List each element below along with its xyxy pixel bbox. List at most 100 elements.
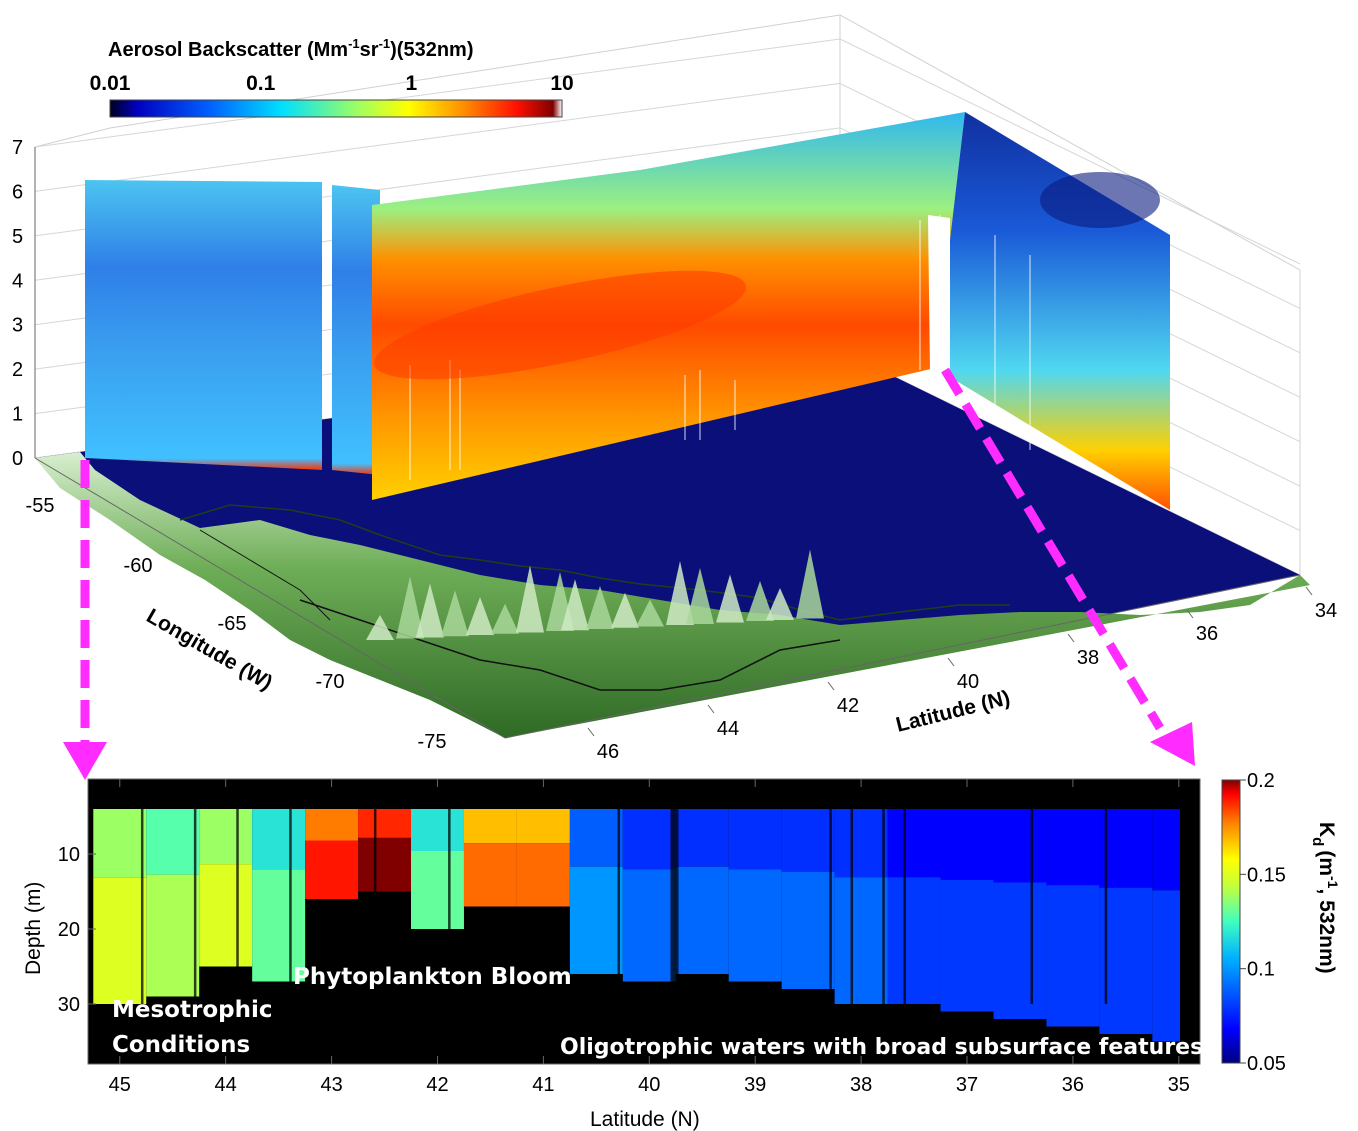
kd-cell (1046, 809, 1100, 886)
kd-cell (887, 809, 941, 878)
kd-cell (358, 837, 412, 892)
kd-cell (305, 840, 359, 899)
kd-cell (358, 809, 412, 838)
mesotrophic-label-line2: Conditions (112, 1032, 250, 1058)
kd-cell (887, 877, 941, 1004)
terrain-peak (611, 592, 639, 628)
longitude-tick-label: -65 (218, 613, 247, 635)
kd-cell (622, 869, 676, 982)
kd-cell (1099, 809, 1153, 888)
longitude-axis-label: Longitude (W) (143, 604, 277, 694)
latitude-3d-tick (1186, 609, 1194, 619)
terrain-peak (586, 586, 614, 629)
kd-cell (1152, 890, 1180, 1042)
kd-gap (882, 809, 885, 1004)
latitude-3d-tick-label: 44 (717, 718, 739, 740)
latitude-3d-tick (1067, 633, 1075, 643)
depth-tick-label: 30 (58, 994, 80, 1016)
kd-gap (850, 809, 854, 1004)
latitude-tick-label: 40 (638, 1074, 660, 1096)
backscatter-colorbar-gradient (109, 99, 563, 118)
kd-cell (675, 809, 729, 867)
kd-gap (903, 809, 906, 1004)
kd-cell (834, 877, 888, 1004)
latitude-3d-tick-label: 42 (837, 695, 859, 717)
latitude-tick-label: 37 (956, 1074, 978, 1096)
z-tick-label: 7 (12, 137, 23, 159)
kd-cell (252, 869, 306, 982)
kd-gap (448, 809, 451, 1004)
kd-cell (199, 864, 253, 967)
kd-cell (569, 866, 623, 974)
curtain-gap-pillar (332, 185, 380, 475)
terrain-peak (746, 581, 774, 621)
kd-cell (463, 809, 517, 844)
latitude-3d-tick-label: 40 (957, 671, 979, 693)
kd-cell (411, 851, 464, 929)
latitude-3d-tick (947, 657, 955, 667)
bloom-label: Phytoplankton Bloom (293, 964, 572, 990)
kd-cell (146, 874, 200, 997)
curtain-left (85, 180, 322, 470)
z-tick-label: 5 (12, 226, 23, 248)
z-gridline (34, 38, 841, 148)
depth-tick-label: 20 (58, 919, 80, 941)
terrain-peak (491, 603, 519, 634)
kd-cell (834, 809, 888, 878)
latitude-axis-3d-label: Latitude (N) (894, 686, 1013, 737)
kd-gap (373, 809, 377, 1004)
kd-cell (93, 809, 147, 878)
latitude-3d-tick (1305, 586, 1313, 596)
latitude-tick-label: 35 (1168, 1074, 1190, 1096)
depth-tick-label: 10 (58, 844, 80, 866)
terrain-peak (396, 576, 424, 639)
kd-cell (93, 877, 147, 1004)
latitude-tick-label: 44 (215, 1074, 237, 1096)
z-tick-label: 2 (12, 359, 23, 381)
latitude-tick-label: 45 (109, 1074, 131, 1096)
backscatter-colorbar-tick-label: 10 (550, 72, 573, 95)
kd-cell (622, 809, 676, 870)
terrain-peak (636, 599, 664, 627)
latitude-tick-label: 39 (744, 1074, 766, 1096)
kd-cell (781, 809, 835, 872)
latitude-3d-tick-label: 46 (597, 741, 619, 763)
kd-gap (289, 809, 292, 1004)
latitude-3d-tick (587, 727, 595, 737)
kd-cell (781, 872, 835, 989)
kd-cell (728, 869, 782, 982)
latitude-tick-label: 41 (532, 1074, 554, 1096)
kd-depth-panel: Mesotrophic Conditions Phytoplankton Blo… (22, 770, 1341, 1131)
kd-colorbar-tick-label: 0.15 (1247, 864, 1286, 886)
terrain-peak (766, 588, 794, 620)
kd-gap (1104, 809, 1108, 1004)
latitude-tick-label: 42 (426, 1074, 448, 1096)
land-terrain (35, 452, 1310, 738)
backscatter-colorbar-tick-label: 0.01 (90, 72, 131, 95)
kd-cell (569, 809, 623, 867)
latitude-axis: 45 44 43 42 41 40 39 38 37 36 35 Latitude (N) (109, 779, 1190, 1131)
kd-columns (93, 809, 1180, 1042)
latitude-tick-label: 43 (320, 1074, 342, 1096)
oligotrophic-label: Oligotrophic waters with broad subsurfac… (560, 1035, 1203, 1060)
kd-colorbar: 0.05 0.1 0.15 0.2 Kd(m-1, 532nm) (1221, 770, 1341, 1075)
terrain-peak (516, 565, 544, 633)
kd-cell (146, 809, 200, 875)
z-gridline (839, 38, 1301, 265)
kd-cell (1046, 885, 1100, 1027)
longitude-tick-label: -70 (316, 671, 345, 693)
terrain-peak (466, 597, 494, 635)
longitude-tick-label: -75 (418, 731, 447, 753)
kd-cell (1099, 887, 1153, 1034)
z-gridline (34, 82, 841, 192)
backscatter-colorbar-tick-label: 1 (405, 72, 417, 95)
kd-cell (940, 879, 994, 1012)
kd-gap (617, 809, 621, 1004)
backscatter-colorbar: Aerosol Backscatter (Mm-1sr-1)(532nm) 0.… (90, 36, 574, 118)
kd-cell (463, 843, 517, 907)
z-tick-label: 4 (12, 270, 23, 292)
right-arrowhead (1150, 722, 1195, 766)
kd-cell (728, 809, 782, 870)
magenta-arrows (63, 367, 1195, 780)
